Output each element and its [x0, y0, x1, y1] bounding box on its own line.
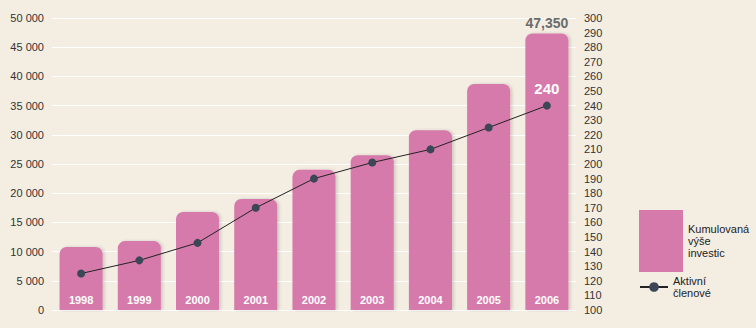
- svg-text:35 000: 35 000: [10, 100, 44, 112]
- svg-text:300: 300: [584, 12, 602, 24]
- svg-text:210: 210: [584, 143, 602, 155]
- svg-text:1998: 1998: [69, 294, 93, 306]
- svg-text:280: 280: [584, 41, 602, 53]
- svg-text:290: 290: [584, 27, 602, 39]
- svg-text:2003: 2003: [360, 294, 384, 306]
- svg-text:30 000: 30 000: [10, 129, 44, 141]
- svg-text:130: 130: [584, 260, 602, 272]
- svg-text:výše: výše: [688, 235, 714, 247]
- svg-text:190: 190: [584, 173, 602, 185]
- svg-text:180: 180: [584, 187, 602, 199]
- svg-text:20 000: 20 000: [10, 187, 44, 199]
- svg-text:47,350: 47,350: [525, 15, 568, 31]
- svg-text:2006: 2006: [535, 294, 559, 306]
- svg-text:110: 110: [584, 289, 602, 301]
- svg-text:0: 0: [38, 304, 44, 316]
- svg-text:240: 240: [534, 80, 559, 97]
- svg-text:140: 140: [584, 246, 602, 258]
- svg-text:240: 240: [584, 100, 602, 112]
- svg-text:členové: členové: [673, 287, 711, 299]
- svg-text:250: 250: [584, 85, 602, 97]
- svg-text:120: 120: [584, 275, 602, 287]
- svg-text:5 000: 5 000: [16, 275, 44, 287]
- svg-text:260: 260: [584, 70, 602, 82]
- svg-text:100: 100: [584, 304, 602, 316]
- svg-text:2000: 2000: [185, 294, 209, 306]
- svg-text:2005: 2005: [476, 294, 500, 306]
- svg-text:2004: 2004: [418, 294, 443, 306]
- svg-text:170: 170: [584, 202, 602, 214]
- svg-text:investic: investic: [688, 247, 725, 259]
- svg-text:15 000: 15 000: [10, 216, 44, 228]
- svg-text:160: 160: [584, 216, 602, 228]
- svg-text:50 000: 50 000: [10, 12, 44, 24]
- svg-text:150: 150: [584, 231, 602, 243]
- svg-text:270: 270: [584, 56, 602, 68]
- svg-text:10 000: 10 000: [10, 246, 44, 258]
- svg-text:230: 230: [584, 114, 602, 126]
- svg-text:45 000: 45 000: [10, 41, 44, 53]
- svg-text:220: 220: [584, 129, 602, 141]
- svg-text:Kumulovaná: Kumulovaná: [688, 223, 752, 235]
- svg-text:40 000: 40 000: [10, 70, 44, 82]
- svg-text:Aktivní: Aktivní: [673, 275, 709, 287]
- svg-text:25 000: 25 000: [10, 158, 44, 170]
- svg-text:200: 200: [584, 158, 602, 170]
- svg-text:1999: 1999: [127, 294, 151, 306]
- svg-text:2001: 2001: [244, 294, 268, 306]
- svg-text:2002: 2002: [302, 294, 326, 306]
